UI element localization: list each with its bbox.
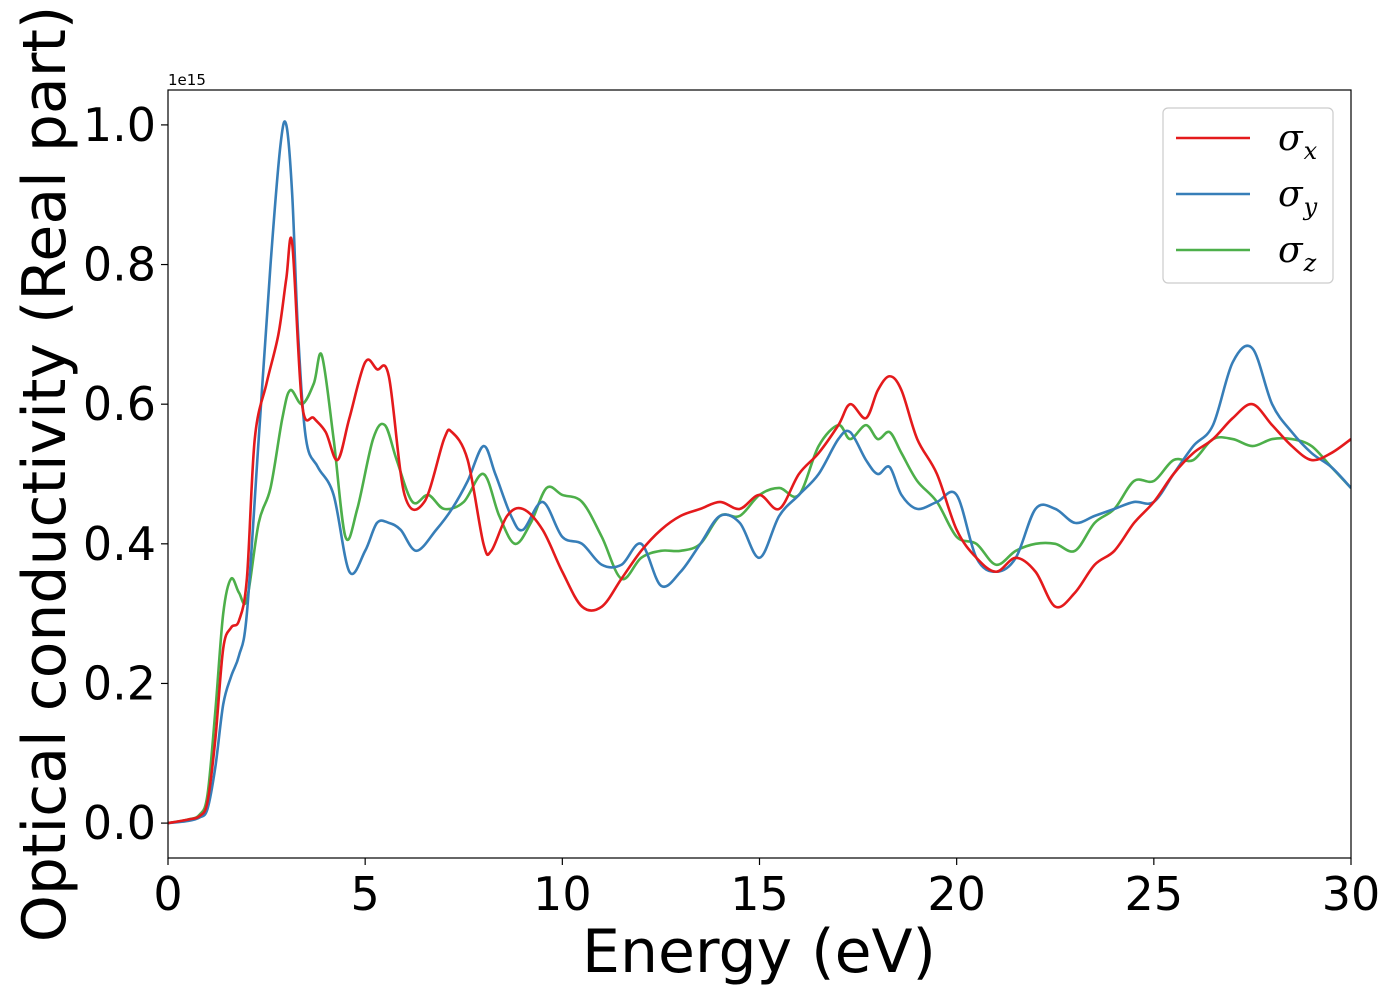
series-line-y (168, 120, 1351, 825)
y-tick-label: 0.4 (83, 517, 156, 571)
legend-frame (1162, 107, 1334, 284)
y-tick-label: 0.8 (83, 238, 156, 292)
y-tick-label: 0.6 (83, 377, 156, 431)
series-layer (168, 120, 1351, 825)
y-tick-label: 0.2 (83, 656, 156, 710)
series-line-z (168, 352, 1351, 825)
y-tick-label: 0.0 (83, 796, 156, 850)
x-tick-label: 25 (1125, 867, 1184, 921)
y-tick-label: 1.0 (83, 98, 156, 152)
x-axis: 0 5 10 15 20 25 30 (153, 858, 1380, 921)
x-tick-label: 0 (153, 867, 182, 921)
x-tick-label: 30 (1322, 867, 1381, 921)
x-tick-label: 15 (730, 867, 789, 921)
x-tick-label: 20 (927, 867, 986, 921)
x-tick-label: 10 (533, 867, 592, 921)
x-tick-label: 5 (351, 867, 380, 921)
y-axis-label: Optical conductivity (Real part) (10, 6, 80, 943)
y-axis: 0.0 0.2 0.4 0.6 0.8 1.0 (83, 98, 168, 850)
y-offset-label: 1e15 (168, 71, 206, 89)
series-line-x (168, 236, 1351, 825)
x-axis-label: Energy (eV) (582, 917, 936, 987)
